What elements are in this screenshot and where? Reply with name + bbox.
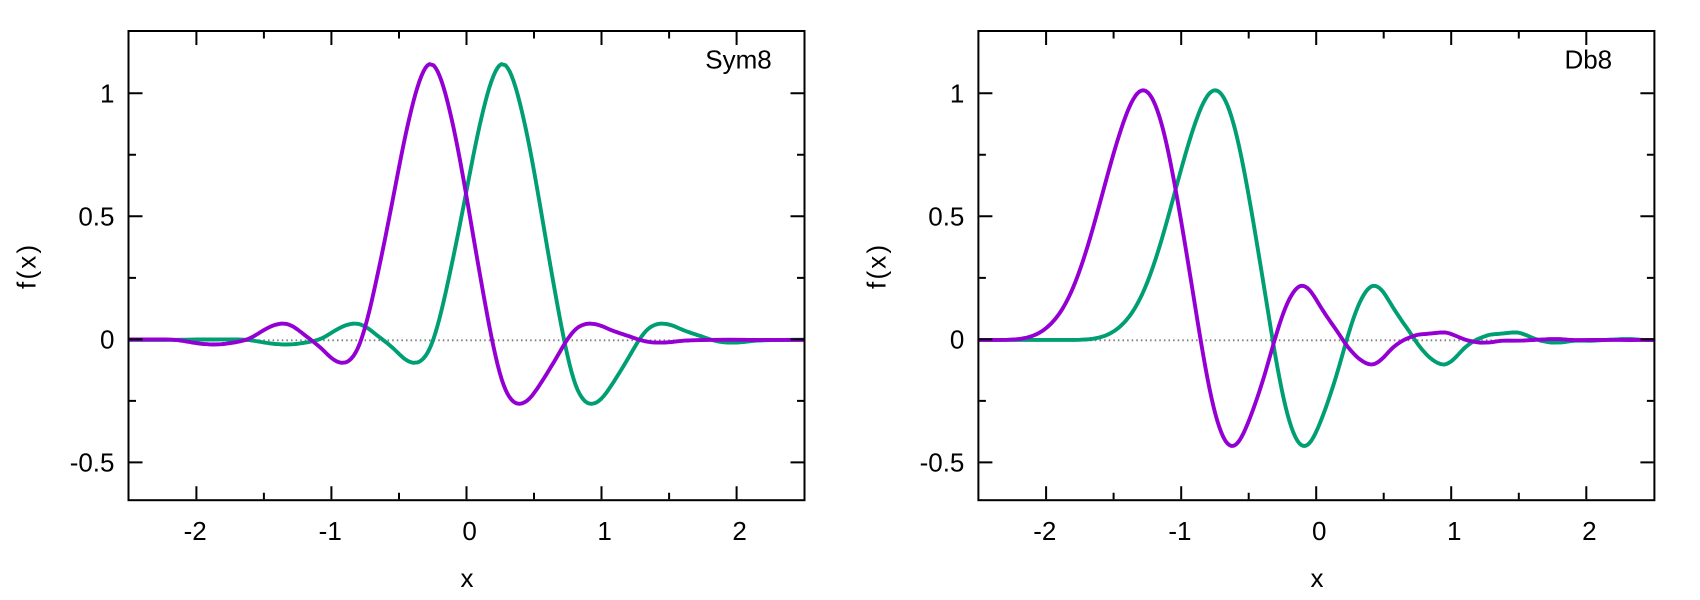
svg-text:-2: -2 <box>184 516 207 546</box>
svg-text:-2: -2 <box>1033 516 1056 546</box>
svg-text:f(x): f(x) <box>12 243 42 289</box>
svg-text:0: 0 <box>1312 516 1326 546</box>
svg-text:x: x <box>461 563 474 593</box>
svg-text:f(x): f(x) <box>862 243 892 289</box>
svg-text:-0.5: -0.5 <box>70 448 115 478</box>
svg-text:1: 1 <box>950 79 964 109</box>
svg-text:x: x <box>1311 563 1324 593</box>
svg-text:1: 1 <box>1447 516 1461 546</box>
svg-text:Sym8: Sym8 <box>705 44 771 74</box>
svg-text:0: 0 <box>100 325 114 355</box>
svg-text:-0.5: -0.5 <box>920 448 965 478</box>
svg-text:-1: -1 <box>319 516 342 546</box>
svg-text:2: 2 <box>1582 516 1596 546</box>
svg-text:0.5: 0.5 <box>78 202 114 232</box>
svg-text:0: 0 <box>462 516 476 546</box>
svg-text:1: 1 <box>597 516 611 546</box>
svg-text:1: 1 <box>100 79 114 109</box>
svg-text:0.5: 0.5 <box>928 202 964 232</box>
svg-text:Db8: Db8 <box>1564 44 1612 74</box>
svg-text:0: 0 <box>950 325 964 355</box>
svg-text:-1: -1 <box>1168 516 1191 546</box>
svg-text:2: 2 <box>732 516 746 546</box>
